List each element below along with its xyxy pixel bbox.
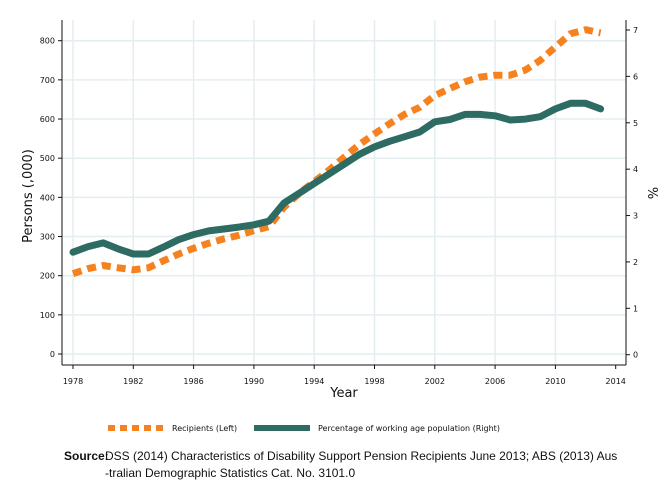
source-note: Source: DSS (2014) Characteristics of Di… <box>64 448 664 482</box>
y-right-tick-label: 3 <box>633 212 638 221</box>
y-right-tick-label: 5 <box>633 119 638 128</box>
y-right-tick-label: 0 <box>633 351 638 360</box>
x-tick-label: 1990 <box>244 377 264 386</box>
series-lines <box>69 26 605 278</box>
legend-label-percentage: Percentage of working age population (Ri… <box>318 424 500 433</box>
source-label: Source: <box>64 449 109 463</box>
x-tick-label: 1986 <box>183 377 203 386</box>
y-left-tick-label: 200 <box>40 272 55 281</box>
source-text: DSS (2014) Characteristics of Disability… <box>105 449 618 463</box>
y-axis-right-label: % <box>644 187 659 199</box>
x-tick-label: 2006 <box>485 377 505 386</box>
x-tick-label: 2010 <box>545 377 565 386</box>
series-line-percentage <box>69 99 605 258</box>
y-left-tick-label: 100 <box>40 311 55 320</box>
y-left-tick-label: 600 <box>40 115 55 124</box>
x-tick-label: 1978 <box>63 377 83 386</box>
axes: 0 100 200 300 400 500 600 700 800 1978 1982 1986 199… <box>40 20 638 386</box>
y-right-tick-label: 6 <box>633 72 638 81</box>
x-tick-label: 1998 <box>364 377 384 386</box>
y-right-tick-label: 2 <box>633 258 638 267</box>
y-right-tick-label: 1 <box>633 304 638 313</box>
y-left-tick-label: 300 <box>40 233 55 242</box>
y-axis-left-label: Persons (,000) <box>21 149 36 243</box>
y-left-tick-label: 400 <box>40 193 55 202</box>
legend-label-recipients: Recipients (Left) <box>172 424 237 433</box>
x-axis-label: Year <box>329 386 358 401</box>
series-line-recipients <box>71 26 602 278</box>
y-left-tick-label: 500 <box>40 154 55 163</box>
x-tick-label: 1982 <box>123 377 143 386</box>
y-right-tick-label: 7 <box>633 26 638 35</box>
y-right-tick-label: 4 <box>633 165 638 174</box>
y-left-tick-label: 800 <box>40 37 55 46</box>
y-left-tick-label: 700 <box>40 76 55 85</box>
x-tick-label: 1994 <box>304 377 324 386</box>
legend: Recipients (Left) Percentage of working … <box>108 424 500 433</box>
x-tick-label: 2014 <box>606 377 626 386</box>
source-text-continued: -tralian Demographic Statistics Cat. No.… <box>105 466 356 480</box>
gridlines <box>62 20 626 365</box>
y-left-tick-label: 0 <box>50 350 55 359</box>
x-tick-label: 2002 <box>425 377 445 386</box>
